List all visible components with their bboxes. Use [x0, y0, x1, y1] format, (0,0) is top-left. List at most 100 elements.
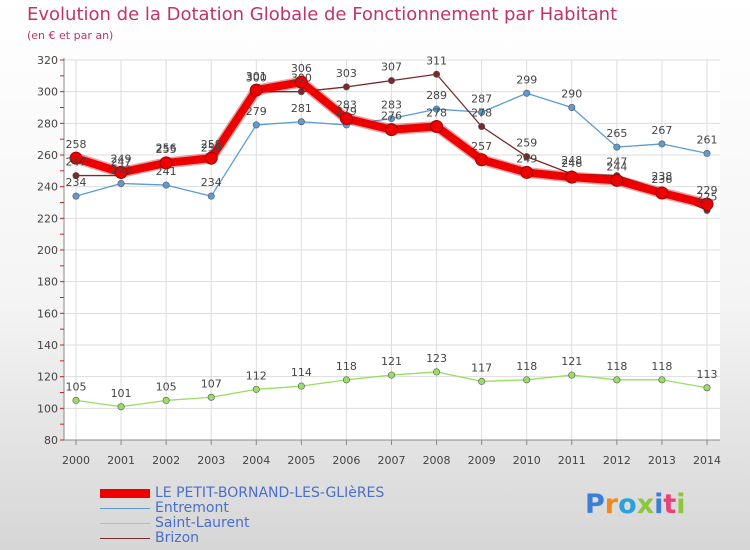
- data-label: 234: [66, 176, 87, 189]
- data-point: [568, 104, 576, 112]
- data-point: [162, 396, 170, 404]
- y-tick-label: 140: [37, 339, 58, 352]
- data-label: 241: [156, 165, 177, 178]
- data-label: 307: [381, 61, 402, 74]
- data-label: 249: [516, 152, 537, 165]
- series-saint-laurent: [72, 368, 711, 411]
- legend-swatch: [100, 523, 150, 524]
- data-label: 113: [697, 368, 718, 381]
- data-label: 258: [201, 138, 222, 151]
- data-point: [117, 403, 125, 411]
- data-point: [339, 112, 353, 126]
- chart-title: Evolution de la Dotation Globale de Fonc…: [27, 4, 618, 25]
- data-point: [72, 172, 80, 180]
- data-label: 299: [516, 73, 537, 86]
- data-point: [117, 180, 125, 188]
- data-label: 255: [156, 143, 177, 156]
- x-tick-label: 2000: [62, 454, 90, 467]
- data-point: [387, 371, 395, 379]
- data-point: [342, 83, 350, 91]
- data-label: 247: [66, 156, 87, 169]
- x-tick-label: 2006: [332, 454, 360, 467]
- x-tick-label: 2001: [107, 454, 135, 467]
- data-point: [69, 151, 83, 165]
- data-label: 300: [291, 72, 312, 85]
- data-point: [613, 376, 621, 384]
- data-point: [162, 181, 170, 189]
- data-point: [478, 377, 486, 385]
- data-point: [478, 123, 486, 131]
- y-tick-label: 180: [37, 276, 58, 289]
- data-point: [478, 108, 486, 116]
- series-le-petit-bornand-les-gli-res: [69, 75, 714, 211]
- data-label: 300: [246, 72, 267, 85]
- data-label: 105: [66, 380, 87, 393]
- data-label: 256: [156, 141, 177, 154]
- data-label: 303: [336, 67, 357, 80]
- data-label: 242: [111, 164, 132, 177]
- y-tick-label: 120: [37, 371, 58, 384]
- data-point: [523, 89, 531, 97]
- data-point: [565, 170, 579, 184]
- data-point: [613, 143, 621, 151]
- data-label: 238: [651, 170, 672, 183]
- data-point: [159, 156, 173, 170]
- data-point: [658, 376, 666, 384]
- data-label: 261: [697, 133, 718, 146]
- data-label: 287: [471, 92, 492, 105]
- data-point: [72, 396, 80, 404]
- chart-subtitle: (en € et par an): [27, 29, 114, 42]
- data-point: [655, 186, 669, 200]
- legend-swatch: [100, 489, 150, 498]
- data-point: [433, 105, 441, 113]
- proxiti-logo: Proxiti: [585, 489, 686, 520]
- data-label: 267: [651, 124, 672, 137]
- x-tick-label: 2003: [197, 454, 225, 467]
- y-tick-label: 200: [37, 244, 58, 257]
- data-label: 290: [561, 88, 582, 101]
- data-point: [252, 385, 260, 393]
- data-point: [342, 376, 350, 384]
- data-point: [204, 151, 218, 165]
- data-label: 283: [336, 99, 357, 112]
- legend-swatch: [100, 508, 150, 509]
- data-label: 118: [516, 360, 537, 373]
- x-tick-label: 2014: [693, 454, 721, 467]
- data-point: [610, 173, 624, 187]
- data-label: 256: [201, 141, 222, 154]
- legend-label: Brizon: [155, 530, 200, 546]
- data-label: 249: [111, 152, 132, 165]
- data-point: [252, 121, 260, 129]
- data-label: 121: [561, 355, 582, 368]
- data-point: [249, 83, 263, 97]
- data-label: 118: [336, 360, 357, 373]
- data-point: [294, 75, 308, 89]
- x-tick-label: 2004: [242, 454, 270, 467]
- y-tick-label: 240: [37, 181, 58, 194]
- data-label: 259: [516, 137, 537, 150]
- data-label: 118: [606, 360, 627, 373]
- data-label: 311: [426, 54, 447, 67]
- data-point: [207, 393, 215, 401]
- data-label: 278: [471, 107, 492, 120]
- y-tick-label: 300: [37, 86, 58, 99]
- x-tick-label: 2002: [152, 454, 180, 467]
- data-point: [430, 120, 444, 133]
- data-point: [387, 77, 395, 85]
- data-label: 278: [426, 107, 447, 120]
- data-label: 118: [651, 360, 672, 373]
- data-point: [523, 376, 531, 384]
- y-tick-label: 100: [37, 402, 58, 415]
- data-label: 279: [336, 105, 357, 118]
- data-point: [475, 153, 489, 167]
- data-label: 121: [381, 355, 402, 368]
- y-tick-label: 260: [37, 149, 58, 162]
- data-point: [385, 123, 398, 137]
- data-point: [433, 70, 441, 78]
- data-label: 229: [697, 184, 718, 197]
- data-label: 289: [426, 89, 447, 102]
- legend-label: Entremont: [155, 500, 229, 516]
- x-tick-label: 2012: [603, 454, 631, 467]
- data-label: 257: [471, 140, 492, 153]
- x-tick-label: 2005: [287, 454, 315, 467]
